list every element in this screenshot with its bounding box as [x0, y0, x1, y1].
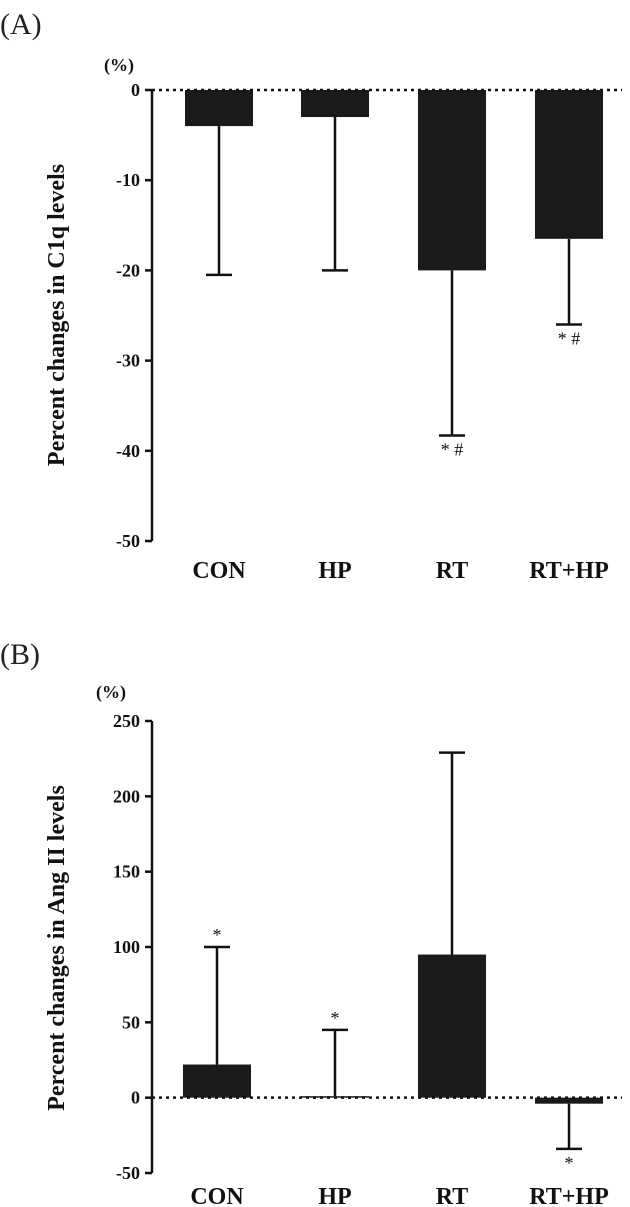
y-tick-label: -50	[116, 531, 140, 551]
y-axis-label: Percent changes in C1q levels	[44, 164, 70, 466]
bar-con	[185, 90, 253, 127]
unit-label: (%)	[96, 682, 126, 703]
x-tick-label: HP	[318, 558, 351, 584]
unit-label: (%)	[104, 55, 134, 76]
bar-rt-plus-hp	[535, 90, 603, 239]
bar-con	[183, 1064, 251, 1098]
x-tick-label: CON	[192, 558, 246, 584]
x-tick-label: RT+HP	[529, 558, 609, 584]
y-tick-label: -50	[116, 1163, 140, 1183]
y-tick-label: 150	[113, 862, 140, 882]
y-tick-label: 200	[113, 786, 140, 806]
significance-mark: *	[213, 925, 222, 945]
panel-label: (A)	[0, 8, 42, 41]
y-tick-label: -10	[116, 170, 140, 190]
panel-b: (B) (%) Percent changes in Ang II levels…	[0, 638, 622, 1207]
bar-rt-plus-hp	[535, 1097, 603, 1104]
plot-area: 250 200 150 100 50 0 -50 * CON * HP RT * RT+HP	[113, 711, 622, 1207]
x-tick-label: CON	[190, 1184, 244, 1207]
y-tick-label: 100	[113, 937, 140, 957]
y-tick-label: -30	[116, 351, 140, 371]
y-tick-label: -40	[116, 441, 140, 461]
y-tick-label: 250	[113, 711, 140, 731]
significance-mark: *	[331, 1008, 340, 1028]
panel-label: (B)	[0, 638, 40, 671]
plot-area: 0 -10 -20 -30 -40 -50 CON HP * # RT * # RT+HP	[116, 80, 622, 584]
bar-rt	[418, 90, 486, 271]
significance-mark: *	[565, 1153, 574, 1173]
y-axis-label: Percent changes in Ang II levels	[44, 785, 70, 1111]
bar-rt	[418, 954, 486, 1098]
x-tick-label: HP	[318, 1184, 351, 1207]
y-tick-label: 0	[131, 80, 140, 100]
x-tick-label: RT+HP	[529, 1184, 609, 1207]
panel-a: (A) (%) Percent changes in C1q levels 0 -…	[0, 8, 622, 584]
y-tick-label: 0	[131, 1088, 140, 1108]
significance-mark: * #	[441, 439, 464, 459]
significance-mark: * #	[558, 329, 581, 349]
y-tick-label: 50	[122, 1012, 140, 1032]
x-tick-label: RT	[436, 558, 469, 584]
y-tick-label: -20	[116, 260, 140, 280]
bar-hp	[301, 90, 369, 118]
x-tick-label: RT	[436, 1184, 469, 1207]
